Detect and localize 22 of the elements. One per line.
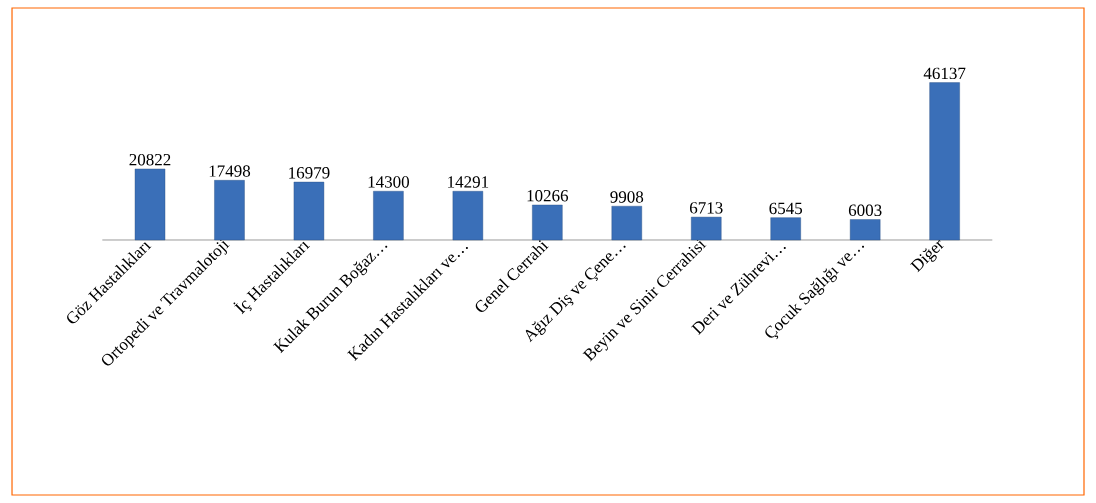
data-label: 17498 (209, 165, 251, 177)
bar (691, 216, 722, 241)
bar (532, 204, 563, 241)
bar (214, 180, 245, 241)
data-label: 20822 (129, 153, 171, 166)
bar (452, 191, 484, 241)
data-label: 14291 (448, 176, 489, 188)
data-label: 10266 (527, 189, 569, 202)
data-label: 14300 (368, 176, 410, 188)
bar (373, 191, 404, 241)
bar (929, 82, 960, 241)
data-label: 9908 (610, 191, 644, 203)
data-label: 6545 (769, 202, 803, 215)
bar (293, 181, 325, 241)
data-label: 6713 (689, 202, 723, 214)
bar (611, 205, 642, 241)
data-label: 16979 (289, 167, 330, 179)
data-label: 6003 (848, 204, 882, 216)
bar (849, 219, 881, 241)
bar (770, 217, 801, 241)
data-label: 46137 (923, 67, 966, 80)
bar (134, 168, 166, 241)
